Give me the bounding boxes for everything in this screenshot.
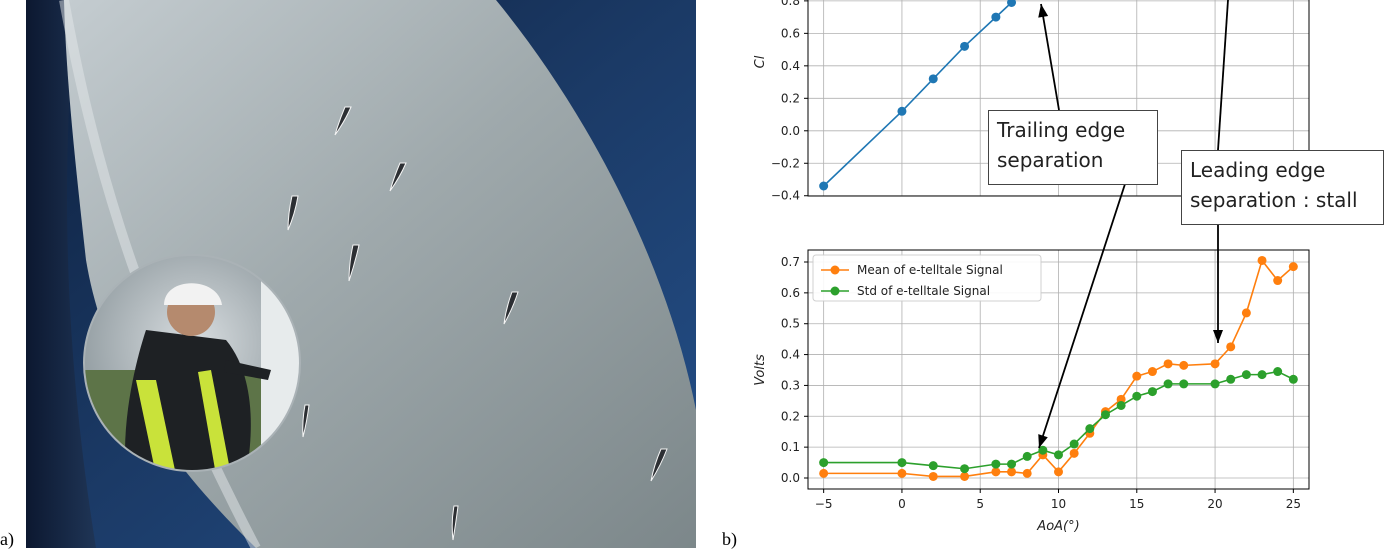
volts-x-tick-label: 5 [976,497,984,511]
cl-y-tick-label: −0.2 [771,156,800,170]
volts-data-point [1258,256,1267,265]
cl-y-tick-label: 0.8 [781,0,800,8]
turbine-blade-photo [26,0,696,548]
volts-y-tick-label: 0.5 [781,317,800,331]
volts-x-tick-label: 25 [1286,497,1301,511]
panel-label-a: a) [0,529,14,550]
panel-label-b: b) [722,529,737,550]
volts-y-tick-label: 0.6 [781,286,800,300]
volts-y-tick-label: 0.1 [781,440,800,454]
volts-data-point [1242,370,1251,379]
volts-data-point [929,461,938,470]
cl-y-axis-label: Cl [753,55,768,68]
volts-data-point [991,460,1000,469]
cl-y-tick-label: −0.4 [771,189,800,203]
volts-x-tick-label: 15 [1129,497,1144,511]
arrow-to-volts-leading-head [1213,330,1223,343]
volts-x-tick-label: 0 [898,497,906,511]
cl-data-point [897,107,906,116]
volts-data-point [1211,379,1220,388]
chart-area: 0.8 0.6 0.4 0.2 0.0 −0.2 −0.4 Cl −5 0 5 10 15 20 25 0.… [744,0,1399,554]
volts-data-point [1070,449,1079,458]
volts-data-point [1085,424,1094,433]
volts-data-point [1226,375,1235,384]
volts-y-tick-label: 0.0 [781,471,800,485]
volts-y-tick-label: 0.3 [781,378,800,392]
arrow-to-cl-trailing [1041,4,1059,110]
volts-data-point [1101,410,1110,419]
volts-data-point [929,472,938,481]
volts-data-point [1273,276,1282,285]
volts-x-tick-label: 20 [1207,497,1222,511]
volts-data-point [1023,452,1032,461]
volts-y-tick-label: 0.4 [781,348,800,362]
volts-data-point [1148,367,1157,376]
volts-data-point [1054,450,1063,459]
volts-data-point [819,469,828,478]
legend-marker [831,266,840,275]
cl-data-point [929,74,938,83]
volts-data-point [1164,379,1173,388]
legend-label: Std of e-telltale Signal [857,284,990,298]
volts-data-point [991,467,1000,476]
cl-data-point [991,13,1000,22]
trailing-edge-callout: Trailing edge separation [988,110,1158,185]
volts-y-axis-label: Volts [753,354,768,386]
volts-chart: −5 0 5 10 15 20 25 0.7 0.6 0.5 0.4 0.3 0.2 0.1 0.0 Volt… [753,250,1309,534]
volts-data-point [1289,262,1298,271]
cl-y-tick-label: 0.4 [781,59,800,73]
volts-y-tick-label: 0.7 [781,255,800,269]
cl-y-tick-label: 0.2 [781,91,800,105]
volts-data-point [897,469,906,478]
volts-data-point [1070,440,1079,449]
volts-data-point [1132,372,1141,381]
cl-data-point [819,182,828,191]
volts-legend: Mean of e-telltale Signal Std of e-tellta… [813,255,1041,301]
volts-data-point [960,472,969,481]
volts-data-point [1289,375,1298,384]
arrow-to-volts-trailing [1039,184,1125,448]
volts-data-point [1117,401,1126,410]
volts-x-axis-label: AoA(°) [1036,519,1079,534]
volts-data-point [1007,460,1016,469]
arrow-to-cl-trailing-head [1038,4,1048,18]
volts-data-point [1179,379,1188,388]
volts-data-point [1242,308,1251,317]
volts-data-point [1164,359,1173,368]
volts-data-point [1226,342,1235,351]
cl-series-line [824,3,1012,187]
legend-label: Mean of e-telltale Signal [857,263,1003,277]
cl-y-tick-label: 0.6 [781,26,800,40]
cl-y-tick-label: 0.0 [781,124,800,138]
volts-y-tick-label: 0.2 [781,409,800,423]
volts-data-point [1273,367,1282,376]
arrow-leading-up [1218,0,1228,150]
volts-data-point [819,458,828,467]
volts-data-point [1007,467,1016,476]
volts-data-point [1211,359,1220,368]
leading-edge-callout: Leading edge separation : stall [1181,150,1384,225]
volts-data-point [1132,392,1141,401]
volts-data-point [1148,387,1157,396]
volts-x-tick-label: 10 [1051,497,1066,511]
volts-data-point [1258,370,1267,379]
volts-data-point [1023,469,1032,478]
volts-data-point [1054,467,1063,476]
volts-data-point [1179,361,1188,370]
legend-marker [831,287,840,296]
cl-data-point [960,42,969,51]
volts-x-tick-label: −5 [815,497,833,511]
volts-data-point [960,464,969,473]
volts-data-point [897,458,906,467]
